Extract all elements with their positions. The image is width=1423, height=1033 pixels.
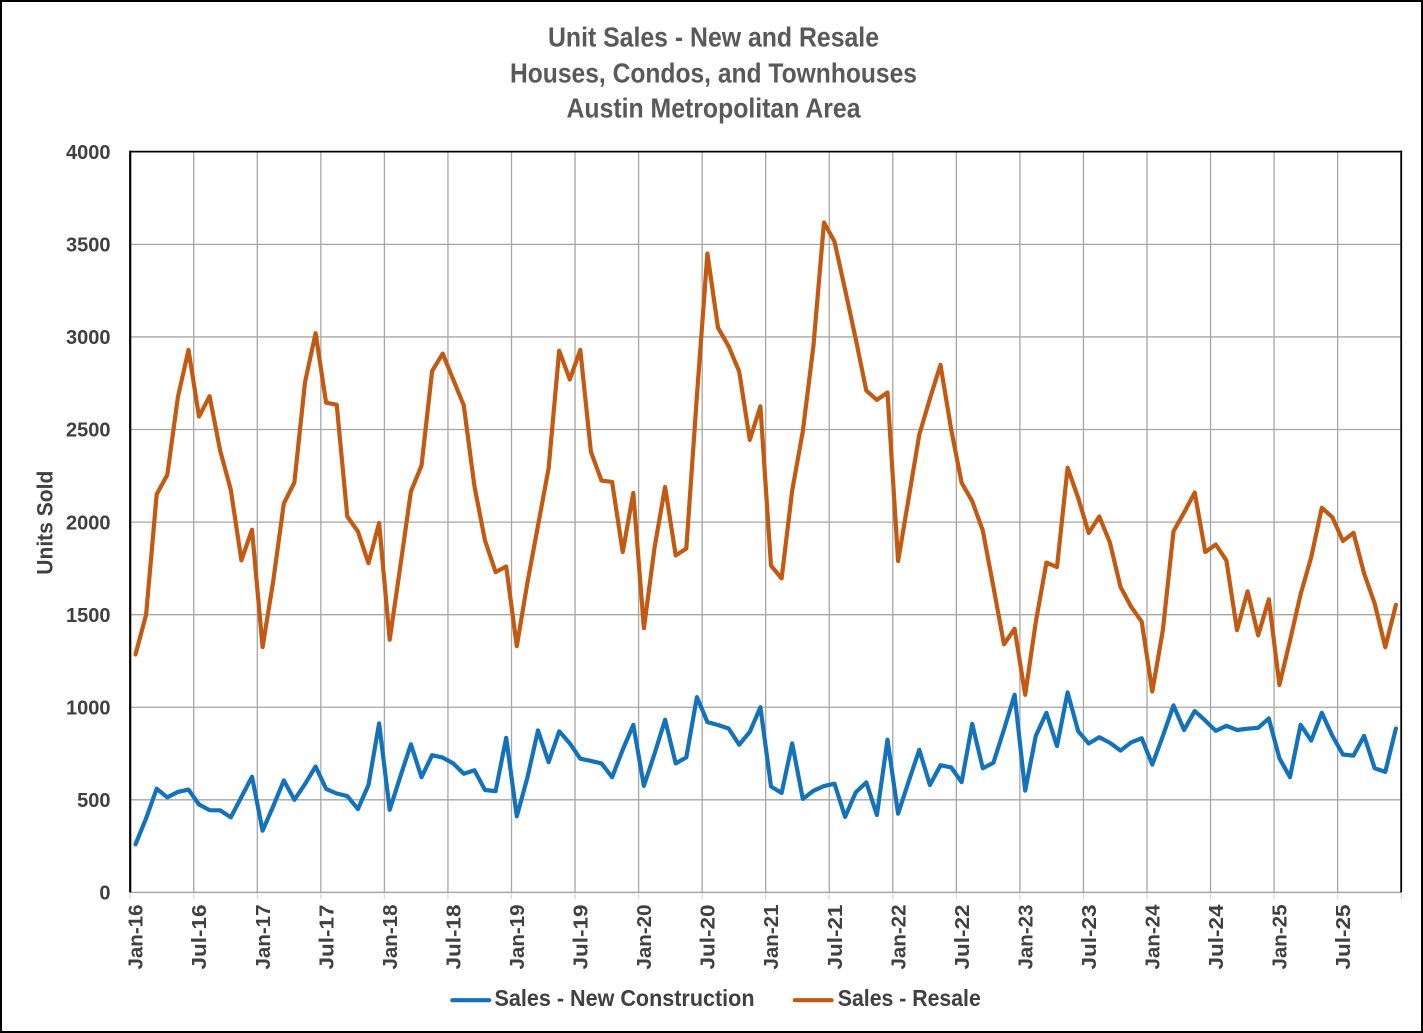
svg-text:Jul-18: Jul-18 [443,905,465,970]
svg-text:Houses, Condos, and Townhouses: Houses, Condos, and Townhouses [510,57,917,88]
svg-text:3500: 3500 [66,235,111,257]
svg-text:1000: 1000 [66,698,111,720]
svg-text:Jan-18: Jan-18 [380,905,402,970]
svg-text:Jan-17: Jan-17 [253,905,275,970]
svg-text:Jan-25: Jan-25 [1270,905,1292,970]
svg-text:Jul-19: Jul-19 [571,905,593,970]
svg-text:Jan-16: Jan-16 [126,905,148,970]
svg-text:Jul-17: Jul-17 [316,905,338,970]
svg-text:0: 0 [99,883,110,905]
svg-text:Jul-16: Jul-16 [189,905,211,970]
svg-text:Jul-22: Jul-22 [952,905,974,970]
svg-text:Jan-23: Jan-23 [1015,905,1037,970]
svg-text:Jan-21: Jan-21 [761,905,783,970]
svg-text:2000: 2000 [66,512,111,534]
svg-text:Jan-22: Jan-22 [888,905,910,970]
svg-text:Jan-20: Jan-20 [634,905,656,970]
svg-text:Austin Metropolitan Area: Austin Metropolitan Area [567,92,861,123]
svg-text:Jul-20: Jul-20 [698,905,720,970]
svg-text:Jul-24: Jul-24 [1206,904,1228,970]
svg-text:Units Sold: Units Sold [33,471,58,575]
svg-text:2500: 2500 [66,420,111,442]
svg-text:Sales - New Construction: Sales - New Construction [495,985,755,1011]
svg-text:Jul-25: Jul-25 [1333,905,1355,970]
svg-text:4000: 4000 [66,142,111,164]
svg-text:Unit Sales - New and Resale: Unit Sales - New and Resale [548,21,879,52]
svg-text:Jan-19: Jan-19 [507,905,529,970]
svg-text:Jul-23: Jul-23 [1079,905,1101,970]
svg-text:Jan-24: Jan-24 [1143,904,1165,970]
svg-text:3000: 3000 [66,327,111,349]
svg-text:1500: 1500 [66,605,111,627]
svg-text:500: 500 [77,790,110,812]
svg-text:Sales - Resale: Sales - Resale [838,985,981,1011]
svg-text:Jul-21: Jul-21 [825,905,847,970]
